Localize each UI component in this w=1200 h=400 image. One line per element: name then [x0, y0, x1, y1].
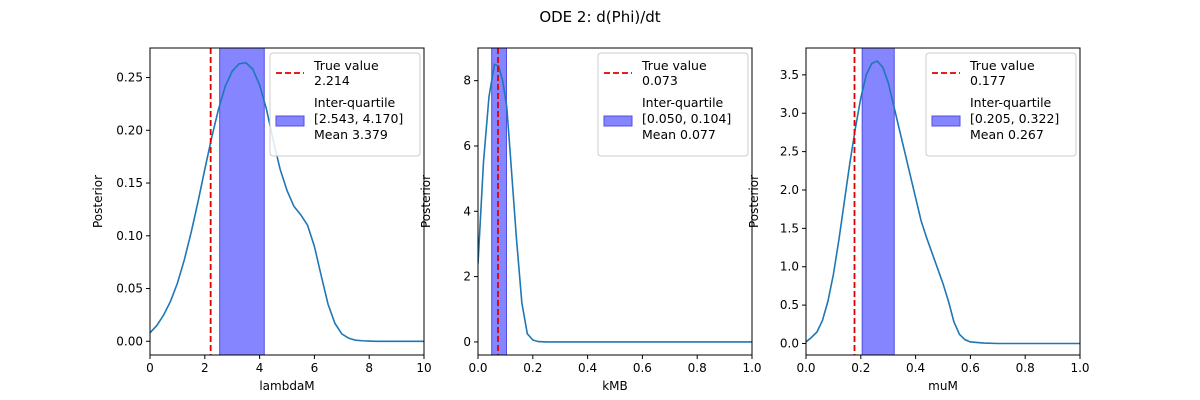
legend-iqr-label: Inter-quartile: [314, 95, 396, 110]
x-tick-label: 4: [256, 361, 264, 375]
x-tick-label: 0.2: [523, 361, 542, 375]
y-tick-label: 0.20: [116, 123, 143, 137]
legend-box: [925, 52, 1077, 157]
legend-mean: Mean 3.379: [314, 127, 388, 142]
y-tick-label: 3.0: [780, 106, 799, 120]
y-axis-label: Posterior: [91, 175, 105, 228]
y-tick-label: 2.0: [780, 183, 799, 197]
axes-frame: [149, 47, 425, 356]
legend-true-value: 0.177: [970, 73, 1006, 88]
x-tick-label: 1.0: [742, 361, 761, 375]
legend-box: [597, 52, 749, 157]
y-tick-label: 0.10: [116, 229, 143, 243]
x-axis-label: kMB: [602, 379, 628, 393]
iqr-band: [861, 48, 895, 355]
legend-iqr-label: Inter-quartile: [970, 95, 1052, 110]
x-tick-label: 0.8: [688, 361, 707, 375]
y-axis-label: Posterior: [747, 175, 761, 228]
posterior-curve: [806, 60, 1080, 345]
y-tick-label: 0.15: [116, 176, 143, 190]
y-tick-label: 6: [463, 139, 471, 153]
x-tick-label: 0.0: [468, 361, 487, 375]
x-tick-label: 0.6: [961, 361, 980, 375]
legend-iqr-swatch: [931, 115, 961, 127]
iqr-band: [219, 48, 265, 355]
y-tick-label: 0.5: [780, 298, 799, 312]
posterior-curve: [478, 63, 752, 343]
x-tick-label: 0.8: [1016, 361, 1035, 375]
y-tick-label: 4: [463, 204, 471, 218]
panels: 0 2 4 6 8 100.000.050.100.150.200.25lambdaMPo…: [91, 47, 1090, 393]
x-axis-label: muM: [928, 379, 958, 393]
legend-true-value: 0.073: [642, 73, 678, 88]
axes-frame: [805, 47, 1081, 356]
legend-true-label: True value: [641, 58, 707, 73]
x-tick-label: 0.0: [796, 361, 815, 375]
y-axis-label: Posterior: [419, 175, 433, 228]
legend-true-label: True value: [969, 58, 1035, 73]
y-tick-label: 1.5: [780, 221, 799, 235]
legend-iqr-label: Inter-quartile: [642, 95, 724, 110]
x-tick-label: 0.4: [578, 361, 597, 375]
x-tick-label: 6: [311, 361, 319, 375]
axes-frame: [477, 47, 753, 356]
legend-iqr-range: [0.050, 0.104]: [642, 111, 731, 126]
legend-mean: Mean 0.267: [970, 127, 1044, 142]
legend-true-value: 2.214: [314, 73, 350, 88]
y-tick-label: 2.5: [780, 145, 799, 159]
x-tick-label: 8: [365, 361, 373, 375]
y-tick-label: 0.00: [116, 334, 143, 348]
y-tick-label: 0.25: [116, 71, 143, 85]
x-tick-label: 10: [416, 361, 431, 375]
legend-iqr-swatch: [603, 115, 633, 127]
subplot-1: 0 2 4 6 8 10 0.00 0.05 0.10 0.15 0.20 0.25 lambdaM Po…: [91, 47, 432, 393]
y-tick-label: 0.05: [116, 282, 143, 296]
y-tick-label: 2: [463, 270, 471, 284]
x-tick-label: 0: [146, 361, 154, 375]
legend-mean: Mean 0.077: [642, 127, 716, 142]
legend-iqr-range: [0.205, 0.322]: [970, 111, 1059, 126]
x-tick-label: 0.2: [851, 361, 870, 375]
x-tick-label: 0.4: [906, 361, 925, 375]
x-axis-label: lambdaM: [259, 379, 314, 393]
y-tick-label: 8: [463, 74, 471, 88]
x-tick-label: 0.6: [633, 361, 652, 375]
figure-title: ODE 2: d(Phi)/dt: [539, 8, 660, 26]
legend-iqr-range: [2.543, 4.170]: [314, 111, 403, 126]
x-tick-label: 1.0: [1070, 361, 1089, 375]
y-tick-label: 0: [463, 335, 471, 349]
subplot-3: 0.0 0.2 0.4 0.6 0.8 1.0 0.0 0.5 1.0 1.5 2.0 2.5 3.0 3…: [747, 47, 1090, 393]
legend-box: [269, 52, 421, 157]
y-tick-label: 1.0: [780, 260, 799, 274]
iqr-band: [491, 48, 507, 355]
y-tick-label: 3.5: [780, 68, 799, 82]
legend-true-label: True value: [313, 58, 379, 73]
subplot-2: 0.0 0.2 0.4 0.6 0.8 1.0 0 2 4 6 8 kMB Posterior True …: [419, 47, 762, 393]
y-tick-label: 0.0: [780, 336, 799, 350]
legend-iqr-swatch: [275, 115, 305, 127]
x-tick-label: 2: [201, 361, 209, 375]
